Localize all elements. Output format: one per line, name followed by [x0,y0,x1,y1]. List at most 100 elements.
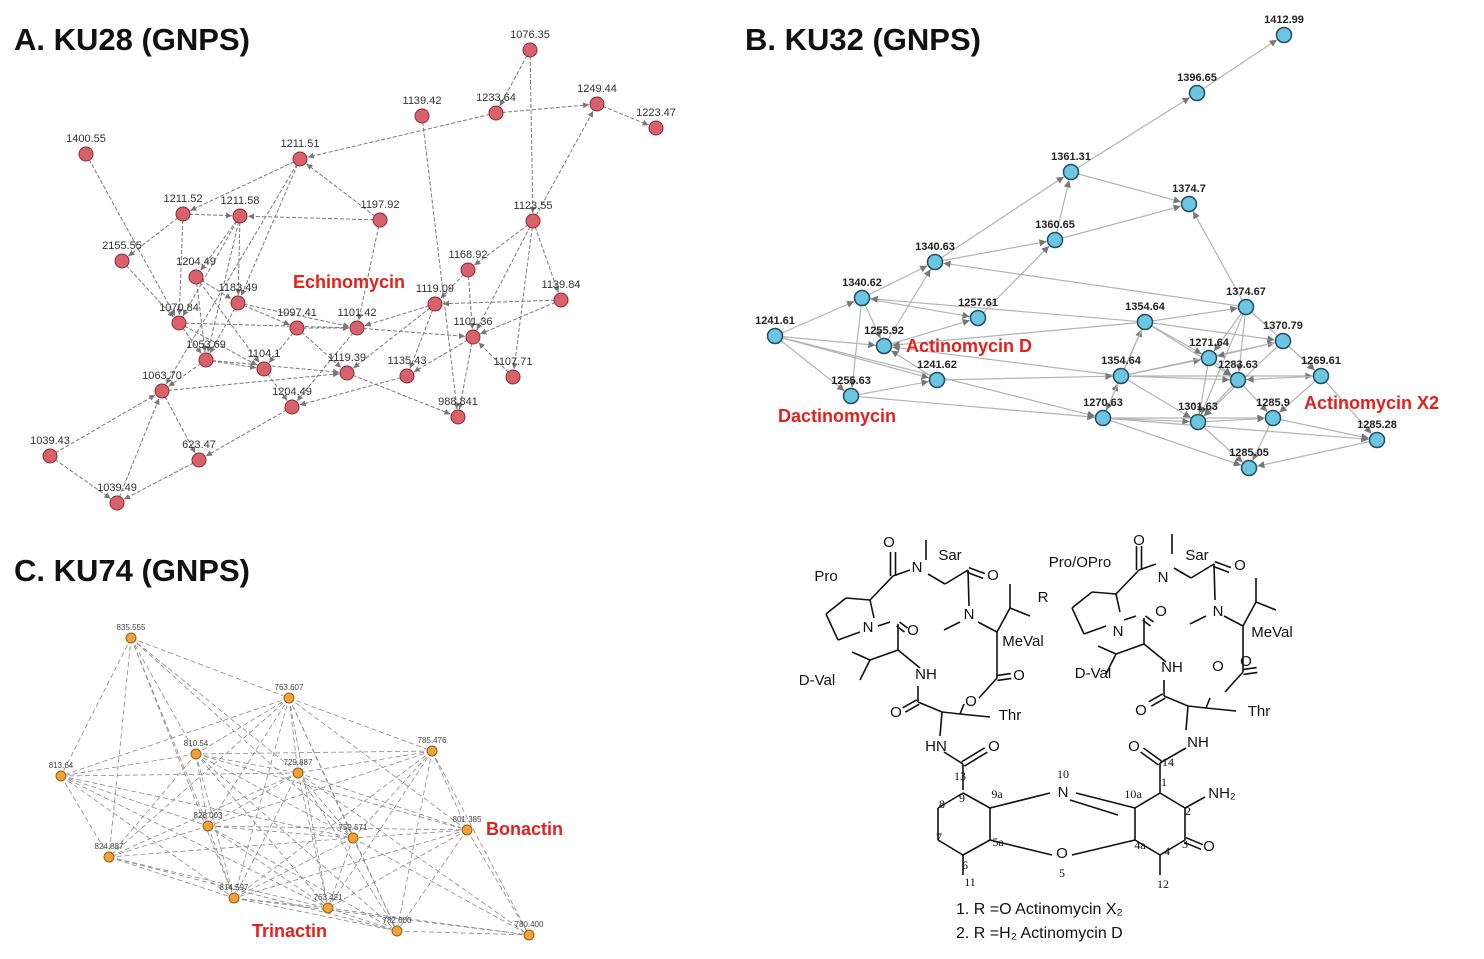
edge [1246,375,1322,383]
node-label: 1374.67 [1226,286,1266,298]
bond [962,792,991,809]
atom-label: D-Val [1075,665,1111,682]
node-label: 763.607 [275,683,304,692]
edge [182,215,241,317]
node-label: 1233.64 [476,92,516,104]
node-label: 1269.61 [1301,355,1341,367]
locant: 4 [1164,844,1170,858]
edge [1197,415,1265,423]
edge [130,637,194,749]
node [414,108,430,124]
bond [937,839,964,856]
bond [902,699,918,709]
bond [1140,751,1160,766]
edge [288,697,328,903]
edge [1320,375,1372,434]
nodes: 835.555 763.607 785.476 810.54 813.64 729.887… [49,623,544,941]
edge [1279,375,1322,413]
edge [130,637,349,835]
atom-label: Thr [1248,703,1271,720]
edge [1102,417,1242,467]
node [969,309,987,327]
edge [1217,340,1284,358]
bond [859,659,871,681]
bond [944,569,969,585]
legend-entry: 1. R =O Actinomycin X₂ [956,901,1123,918]
node [175,206,191,222]
edge [195,753,325,904]
bond [1009,607,1031,617]
edge [60,775,107,853]
node [154,383,170,399]
locant: 12 [1157,877,1169,891]
edge [356,750,433,834]
node [191,452,207,468]
edge [247,213,381,221]
edge [165,158,301,385]
node [399,368,415,384]
bond [1243,671,1258,676]
node-label: 810.54 [184,739,209,748]
annotation: Echinomycin [293,272,405,292]
node [553,292,569,308]
edge [238,750,433,895]
edge [936,372,1113,381]
edge [178,322,350,331]
annotation: Trinactin [252,921,327,941]
node-label: 1285.9 [1256,397,1290,409]
atom-label: N [1213,603,1224,620]
edge [233,897,524,935]
node [232,208,248,224]
edge [346,372,451,415]
edge [207,825,324,905]
node [1062,163,1080,181]
node [114,253,130,269]
bond [896,625,905,633]
bond [943,621,961,631]
node-label: 1070.84 [159,302,199,314]
node-label: 1104.1 [248,348,281,360]
locant: 3 [1182,837,1188,851]
edge [207,825,392,929]
atom-label: Pro/OPro [1049,554,1112,571]
edge [774,335,876,349]
locant: 10a [1124,787,1142,801]
edge [943,260,1247,308]
node [465,329,481,345]
edge [233,897,392,931]
edge [1197,357,1210,414]
edge [511,220,534,370]
bond [1115,569,1140,595]
bond [1091,591,1117,595]
bond [1189,615,1207,625]
node-label: 1400.55 [66,133,106,145]
edge [288,697,298,768]
node [289,320,305,336]
bond [1224,671,1244,693]
edges [774,39,1378,469]
node-label: 813.64 [49,761,74,770]
bond [1069,799,1119,816]
atom-label: Thr [999,707,1022,724]
bond [963,751,988,767]
atom-label: R [1038,589,1049,606]
node [256,361,272,377]
node-label: 1271.64 [1189,337,1230,349]
panel-title: C. KU74 (GNPS) [14,553,250,588]
node-label: 782.600 [383,916,412,925]
bond [962,839,991,856]
edge [195,753,393,928]
node-label: 1063.70 [142,370,182,382]
node-label: 1354.64 [1125,301,1166,313]
edge [1213,306,1247,352]
edge [356,219,381,321]
bond [1159,747,1187,764]
edge [210,697,290,822]
bond [1134,839,1161,856]
edge [977,245,1050,319]
edge [1200,306,1247,415]
edge [307,112,497,159]
edge [774,300,855,337]
node-label: 828.003 [194,811,223,820]
edge [934,176,1065,263]
